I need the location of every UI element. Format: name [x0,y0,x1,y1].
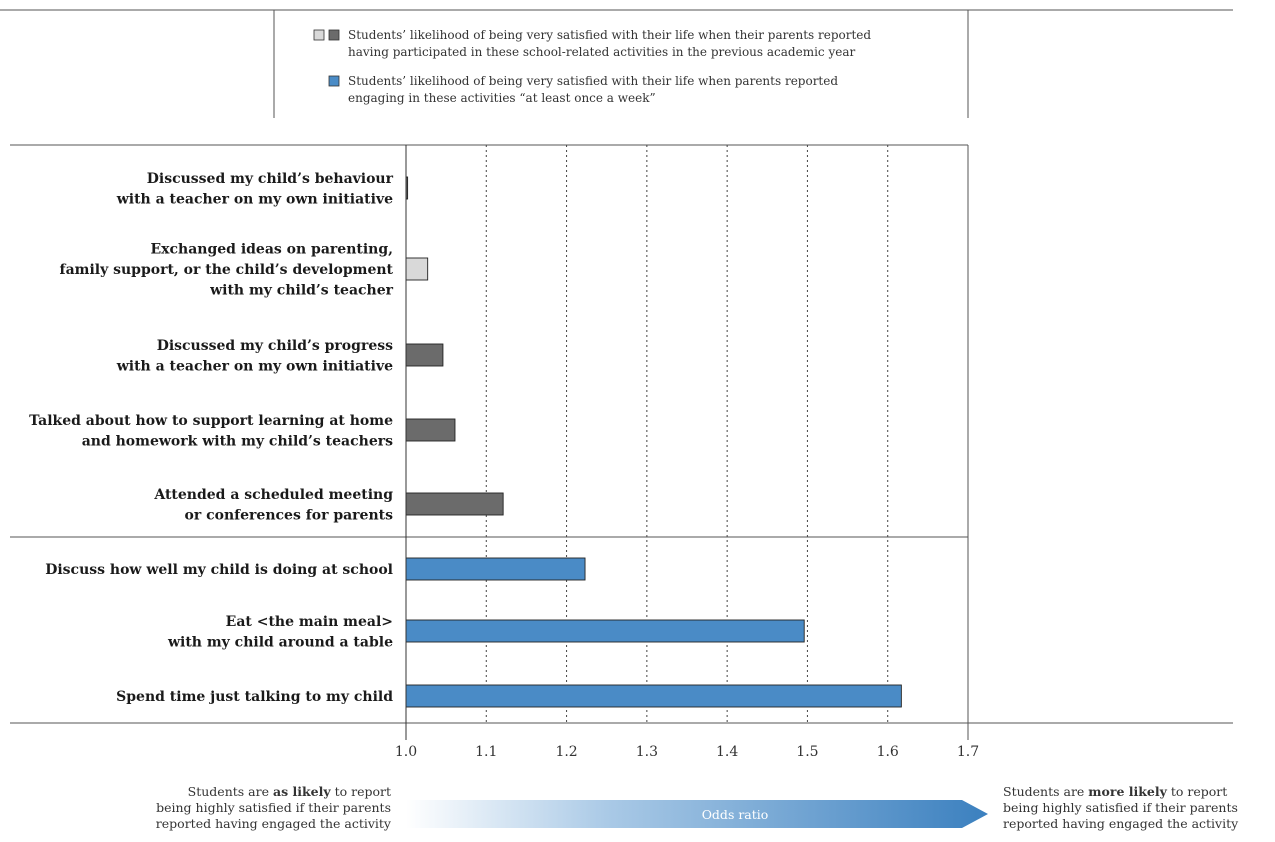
bar [405,343,444,367]
legend-swatch-blue [328,75,340,87]
bar [405,418,456,442]
footer-left-line1: Students are as likely to report [188,784,391,799]
x-tick-label: 1.3 [636,744,658,760]
category-label: and homework with my child’s teachers [82,433,393,449]
x-tick-label: 1.0 [395,744,417,760]
category-label: Exchanged ideas on parenting, [150,242,393,258]
category-label: family support, or the child’s developme… [60,262,394,278]
category-label: with a teacher on my own initiative [116,358,393,374]
legend-swatch-light-grey [313,29,325,41]
odds-ratio-arrow [406,800,988,828]
category-label: with my child around a table [167,634,393,650]
bar [405,492,504,516]
legend-participated-line2: having participated in these school-rela… [348,45,855,59]
legend-weekly-line2: engaging in these activities “at least o… [348,91,656,105]
footer-right-line3: reported having engaged the activity [1003,816,1239,831]
category-label: Discussed my child’s behaviour [147,171,394,187]
category-label: with my child’s teacher [209,283,394,299]
footer-right-line2: being highly satisfied if their parents [1003,800,1238,815]
legend-weekly-line1: Students’ likelihood of being very satis… [348,74,838,88]
bar [405,684,902,708]
bar [405,557,586,581]
category-label: Talked about how to support learning at … [29,413,393,429]
category-label: or conferences for parents [185,507,394,523]
category-label: Spend time just talking to my child [116,689,393,705]
footer-left-line2: being highly satisfied if their parents [156,800,391,815]
bars [405,176,902,708]
category-label: Attended a scheduled meeting [153,487,393,503]
x-tick-label: 1.4 [716,744,738,760]
category-labels: Discussed my child’s behaviour with a tea… [29,171,394,705]
category-label: with a teacher on my own initiative [116,191,393,207]
legend: Students’ likelihood of being very satis… [313,28,871,105]
x-tick-label: 1.5 [796,744,818,760]
legend-participated-line1: Students’ likelihood of being very satis… [348,28,871,42]
bar [405,257,429,281]
bar [405,619,805,643]
x-tick-label: 1.7 [957,744,979,760]
x-tick-label: 1.1 [475,744,497,760]
category-label: Eat <the main meal> [226,614,393,630]
footer-right-line1: Students are more likely to report [1003,784,1227,799]
x-tick-label: 1.6 [877,744,899,760]
footer-left-line3: reported having engaged the activity [156,816,392,831]
x-tick-labels: 1.0 1.1 1.2 1.3 1.4 1.5 1.6 1.7 [395,744,979,760]
odds-ratio-label: Odds ratio [702,807,769,822]
footer: Students are as likely to report being h… [156,784,1239,831]
category-label: Discuss how well my child is doing at sc… [45,562,393,578]
x-tick-label: 1.2 [555,744,577,760]
legend-swatch-dark-grey [328,29,340,41]
category-label: Discussed my child’s progress [157,338,393,354]
